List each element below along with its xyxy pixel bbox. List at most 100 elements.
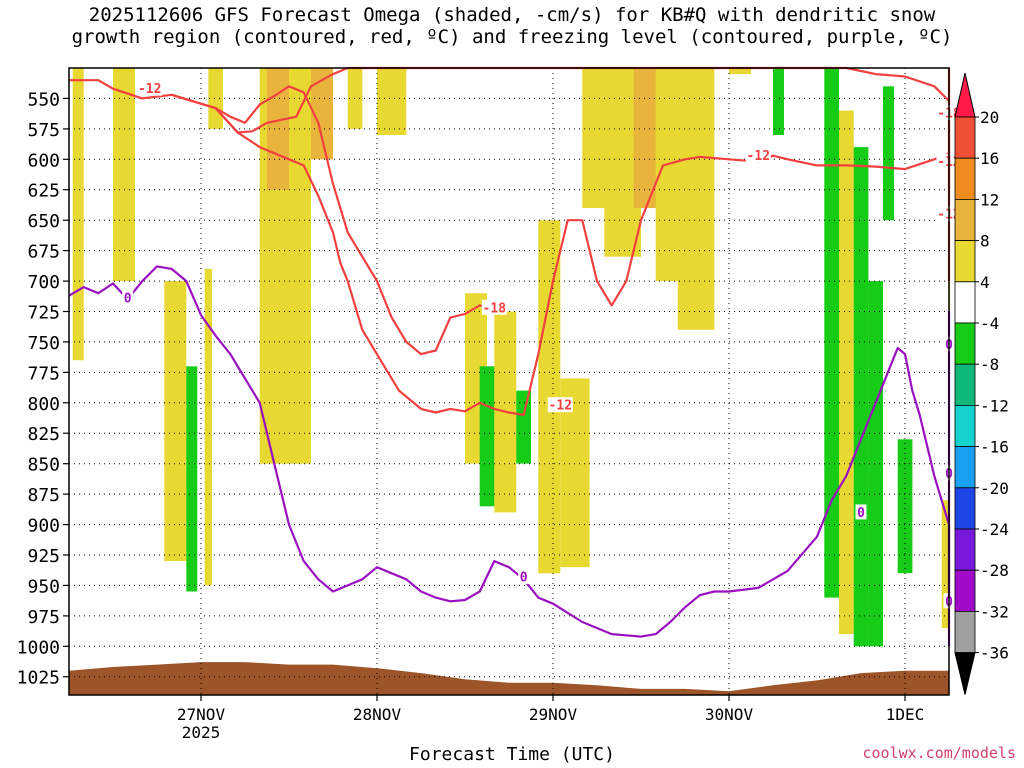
colorbar-cap-bottom bbox=[954, 652, 976, 695]
contour-label-bg bbox=[745, 147, 771, 163]
x-tick-sublabel: 2025 bbox=[182, 723, 221, 742]
omega-patch bbox=[824, 68, 839, 598]
contour-label: 0 bbox=[124, 292, 132, 307]
x-tick-label: 1DEC bbox=[886, 705, 925, 724]
omega-patch bbox=[868, 281, 883, 647]
y-tick-label: 800 bbox=[27, 394, 60, 415]
y-tick-label: 775 bbox=[27, 363, 60, 384]
y-tick-label: 850 bbox=[27, 455, 60, 476]
colorbar-swatch bbox=[954, 446, 976, 489]
omega-patch bbox=[267, 68, 289, 190]
y-tick-label: 750 bbox=[27, 333, 60, 354]
contour-label: -18 bbox=[483, 301, 507, 316]
omega-patch bbox=[839, 110, 854, 635]
omega-patch bbox=[516, 390, 531, 464]
contour-label: -12 bbox=[549, 399, 572, 414]
colorbar-label: -16 bbox=[980, 438, 1009, 457]
title-line-1: 2025112606 GFS Forecast Omega (shaded, -… bbox=[88, 4, 936, 26]
omega-patch bbox=[347, 68, 363, 129]
contour-label-bg bbox=[122, 290, 134, 306]
y-tick-label: 725 bbox=[27, 303, 60, 324]
y-tick-label: 875 bbox=[27, 485, 60, 506]
y-tick-label: 925 bbox=[27, 546, 60, 567]
colorbar-cap-top bbox=[954, 72, 976, 118]
colorbar-label: -12 bbox=[980, 396, 1009, 415]
colorbar-label: 16 bbox=[980, 149, 999, 168]
contour-label-bg bbox=[137, 80, 163, 96]
contour-line bbox=[215, 85, 495, 356]
x-tick-label: 27NOV bbox=[177, 705, 226, 724]
omega-patch bbox=[479, 366, 495, 507]
colorbar-label: -24 bbox=[980, 520, 1009, 539]
title-line-2: growth region (contoured, red, ºC) and f… bbox=[71, 26, 953, 48]
contour-label-bg bbox=[855, 504, 867, 520]
colorbar-swatch bbox=[954, 198, 976, 241]
omega-patch bbox=[773, 68, 784, 135]
contour-label: -12 bbox=[138, 82, 161, 97]
colorbar-swatch bbox=[954, 240, 976, 283]
contour-label-bg bbox=[547, 397, 573, 413]
y-tick-label: 700 bbox=[27, 272, 60, 293]
y-tick-label: 1025 bbox=[17, 668, 60, 689]
colorbar-label: 12 bbox=[980, 190, 999, 209]
omega-patch bbox=[729, 68, 751, 75]
colorbar-label: 8 bbox=[980, 232, 990, 251]
colorbar-label: -28 bbox=[980, 561, 1009, 580]
colorbar-label: 20 bbox=[980, 108, 999, 127]
y-tick-label: 600 bbox=[27, 150, 60, 171]
omega-patch bbox=[164, 281, 187, 562]
omega-patch bbox=[72, 68, 84, 361]
colorbar-swatch bbox=[954, 611, 976, 654]
omega-patch bbox=[897, 439, 913, 574]
omega-patch bbox=[311, 68, 333, 160]
colorbar-swatch bbox=[954, 322, 976, 365]
x-axis-label: Forecast Time (UTC) bbox=[409, 744, 615, 765]
y-tick-label: 825 bbox=[27, 424, 60, 445]
terrain-fill bbox=[69, 656, 949, 695]
omega-patch bbox=[186, 366, 198, 592]
omega-patch bbox=[941, 500, 949, 628]
colorbar-label: -20 bbox=[980, 479, 1009, 498]
credit-text: coolwx.com/models bbox=[862, 744, 1016, 762]
contour-label-bg bbox=[481, 299, 507, 315]
terrain-layer bbox=[69, 656, 949, 695]
x-tick-label: 28NOV bbox=[353, 705, 402, 724]
x-tick-label: 29NOV bbox=[529, 705, 578, 724]
colorbar-swatch bbox=[954, 569, 976, 612]
colorbar-swatch bbox=[954, 281, 976, 324]
colorbar: 20 16 12 8 4 -4 -8 -12 -16 -20 -24 -28 -32 -36 bbox=[954, 72, 1009, 695]
colorbar-swatch bbox=[954, 404, 976, 447]
plot-frame bbox=[68, 67, 950, 696]
y-tick-label: 625 bbox=[27, 181, 60, 202]
grid-layer bbox=[69, 68, 949, 695]
colorbar-label: -36 bbox=[980, 644, 1009, 663]
y-tick-label: 900 bbox=[27, 516, 60, 537]
contour-label: -12 bbox=[747, 149, 770, 164]
axes-layer: 550 575 600 625 650 675 700 725 750 775 800 825 850 8… bbox=[17, 67, 950, 742]
omega-patch bbox=[204, 268, 212, 586]
colorbar-swatch bbox=[954, 363, 976, 406]
omega-patch bbox=[538, 220, 561, 574]
colorbar-label: -32 bbox=[980, 602, 1009, 621]
y-tick-label: 1000 bbox=[17, 637, 60, 658]
colorbar-swatch bbox=[954, 528, 976, 571]
omega-patch bbox=[113, 68, 135, 282]
colorbar-swatch bbox=[954, 116, 976, 159]
omega-patch bbox=[377, 68, 407, 135]
y-tick-label: 550 bbox=[27, 89, 60, 110]
omega-patch bbox=[883, 86, 894, 221]
chart-title: 2025112606 GFS Forecast Omega (shaded, -… bbox=[0, 4, 1024, 48]
y-tick-label: 675 bbox=[27, 242, 60, 263]
y-tick-label: 950 bbox=[27, 576, 60, 597]
colorbar-label: -8 bbox=[980, 355, 999, 374]
contour-label: 0 bbox=[520, 570, 528, 585]
y-tick-label: 975 bbox=[27, 607, 60, 628]
colorbar-label: 4 bbox=[980, 273, 990, 292]
colorbar-swatch bbox=[954, 487, 976, 530]
colorbar-swatch bbox=[954, 157, 976, 200]
colorbar-label: -4 bbox=[980, 314, 999, 333]
omega-patch bbox=[208, 68, 223, 129]
contour-label: 0 bbox=[857, 506, 865, 521]
y-tick-label: 575 bbox=[27, 120, 60, 141]
